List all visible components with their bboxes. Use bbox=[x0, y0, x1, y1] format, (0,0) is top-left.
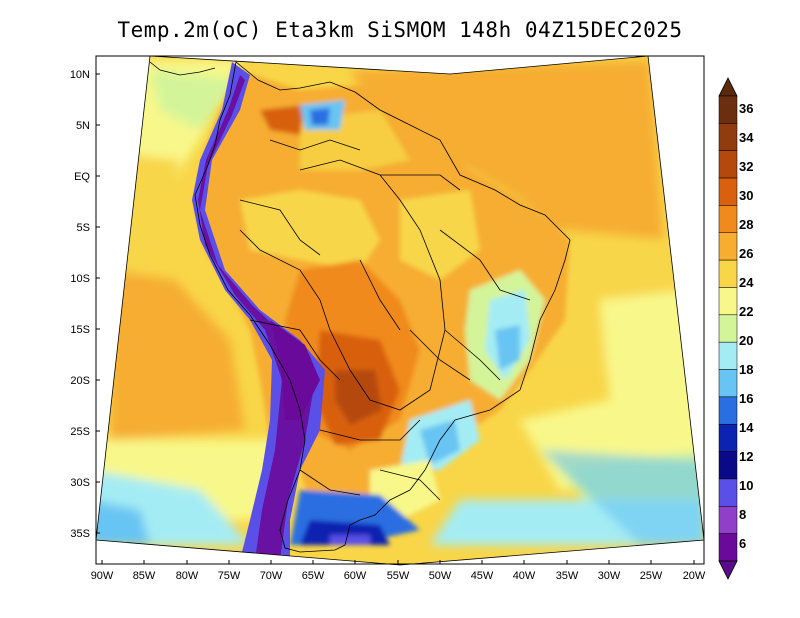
colorbar-segment bbox=[718, 533, 738, 562]
lat-label-20s: 20S bbox=[70, 375, 90, 387]
colorbar-segment bbox=[718, 287, 738, 316]
lon-label-55w: 55W bbox=[387, 570, 410, 582]
longitude-axis: 90W 85W 80W 75W 70W 65W 60W 55W 50W 45W … bbox=[91, 560, 706, 582]
lon-label-75w: 75W bbox=[218, 570, 241, 582]
colorbar-segment bbox=[718, 259, 738, 288]
colorbar-segment bbox=[718, 123, 738, 151]
colorbar-label-12: 12 bbox=[739, 449, 753, 464]
lon-label-65w: 65W bbox=[302, 570, 325, 582]
lon-label-40w: 40W bbox=[513, 570, 536, 582]
lat-label-15s: 15S bbox=[70, 324, 90, 336]
colorbar-label-24: 24 bbox=[739, 275, 754, 290]
colorbar-segment bbox=[718, 341, 738, 370]
colorbar-label-32: 32 bbox=[739, 159, 753, 174]
colorbar-label-28: 28 bbox=[739, 217, 753, 232]
colorbar-label-22: 22 bbox=[739, 304, 753, 319]
colorbar-segment bbox=[718, 95, 738, 124]
colorbar-label-18: 18 bbox=[739, 362, 753, 377]
colorbar-segment bbox=[718, 451, 738, 480]
colorbar-segment bbox=[718, 314, 738, 343]
colorbar-top-arrow bbox=[718, 77, 738, 97]
lat-label-eq: EQ bbox=[74, 171, 90, 183]
colorbar-label-20: 20 bbox=[739, 333, 753, 348]
lon-label-50w: 50W bbox=[429, 570, 452, 582]
colorbar-bottom-arrow bbox=[718, 560, 738, 580]
coastlines-and-borders bbox=[149, 61, 571, 553]
map-title: Temp.2m(oC) Eta3km SiSMOM 148h 04Z15DEC2… bbox=[117, 18, 683, 42]
lon-label-90w: 90W bbox=[91, 570, 114, 582]
latitude-axis: 10N 5N EQ 5S 10S 15S 20S 25S 30S 35S bbox=[70, 69, 100, 540]
colorbar-label-36: 36 bbox=[739, 101, 753, 116]
lon-label-30w: 30W bbox=[598, 570, 621, 582]
map-frame bbox=[95, 55, 705, 565]
lon-label-60w: 60W bbox=[344, 570, 367, 582]
colorbar-segment bbox=[718, 177, 738, 206]
lat-label-25s: 25S bbox=[70, 426, 90, 438]
colorbar-label-26: 26 bbox=[739, 246, 753, 261]
lon-label-25w: 25W bbox=[640, 570, 663, 582]
lat-label-5n: 5N bbox=[76, 120, 90, 132]
colorbar-label-8: 8 bbox=[739, 507, 746, 522]
colorbar-segment bbox=[718, 150, 738, 179]
colorbar-segment bbox=[718, 369, 738, 398]
lat-label-35s: 35S bbox=[70, 528, 90, 540]
lon-label-70w: 70W bbox=[260, 570, 283, 582]
lon-label-85w: 85W bbox=[133, 570, 156, 582]
colorbar-label-10: 10 bbox=[739, 478, 753, 493]
colorbar-label-34: 34 bbox=[739, 130, 754, 145]
colorbar-segment bbox=[718, 478, 738, 507]
lat-label-30s: 30S bbox=[70, 477, 90, 489]
colorbar-segment bbox=[718, 396, 738, 425]
colorbar-segment bbox=[718, 506, 738, 534]
lat-label-10n: 10N bbox=[70, 69, 90, 81]
lat-label-5s: 5S bbox=[77, 222, 90, 234]
colorbar-segment bbox=[718, 423, 738, 452]
colorbar-label-14: 14 bbox=[739, 420, 754, 435]
colorbar: 36 34 32 30 28 26 24 22 20 18 16 14 12 1… bbox=[718, 77, 754, 580]
colorbar-label-16: 16 bbox=[739, 391, 753, 406]
colorbar-segment bbox=[718, 232, 738, 261]
temperature-field bbox=[96, 56, 704, 565]
lon-label-80w: 80W bbox=[176, 570, 199, 582]
colorbar-label-30: 30 bbox=[739, 188, 753, 203]
lon-label-35w: 35W bbox=[556, 570, 579, 582]
lat-label-10s: 10S bbox=[70, 273, 90, 285]
lon-label-45w: 45W bbox=[471, 570, 494, 582]
colorbar-segment bbox=[718, 205, 738, 234]
lon-label-20w: 20W bbox=[683, 570, 706, 582]
colorbar-label-6: 6 bbox=[739, 536, 746, 551]
